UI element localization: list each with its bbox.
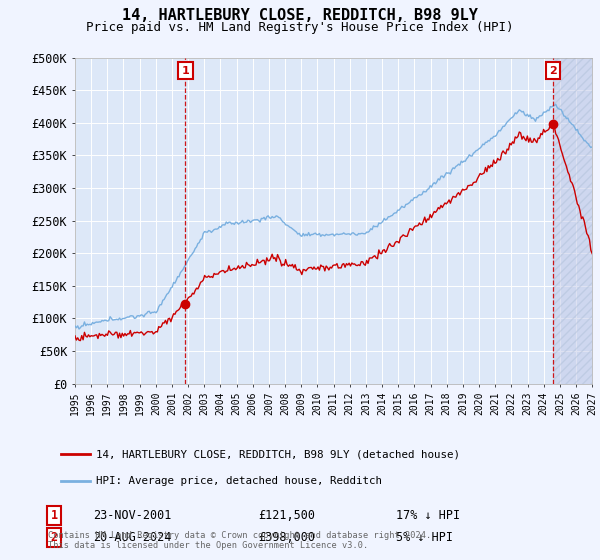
Text: HPI: Average price, detached house, Redditch: HPI: Average price, detached house, Redd… (95, 475, 382, 486)
Text: 17% ↓ HPI: 17% ↓ HPI (396, 508, 460, 522)
Text: £121,500: £121,500 (258, 508, 315, 522)
Text: 14, HARTLEBURY CLOSE, REDDITCH, B98 9LY (detached house): 14, HARTLEBURY CLOSE, REDDITCH, B98 9LY … (95, 449, 460, 459)
Text: 5% ↓ HPI: 5% ↓ HPI (396, 531, 453, 544)
Text: 1: 1 (182, 66, 190, 76)
Text: Contains HM Land Registry data © Crown copyright and database right 2024.
This d: Contains HM Land Registry data © Crown c… (48, 530, 431, 550)
Text: 14, HARTLEBURY CLOSE, REDDITCH, B98 9LY: 14, HARTLEBURY CLOSE, REDDITCH, B98 9LY (122, 8, 478, 24)
Text: 20-AUG-2024: 20-AUG-2024 (93, 531, 172, 544)
Text: Price paid vs. HM Land Registry's House Price Index (HPI): Price paid vs. HM Land Registry's House … (86, 21, 514, 34)
Text: 23-NOV-2001: 23-NOV-2001 (93, 508, 172, 522)
Text: 1: 1 (50, 508, 58, 522)
Text: £398,000: £398,000 (258, 531, 315, 544)
Text: 2: 2 (549, 66, 557, 76)
Text: 2: 2 (50, 531, 58, 544)
